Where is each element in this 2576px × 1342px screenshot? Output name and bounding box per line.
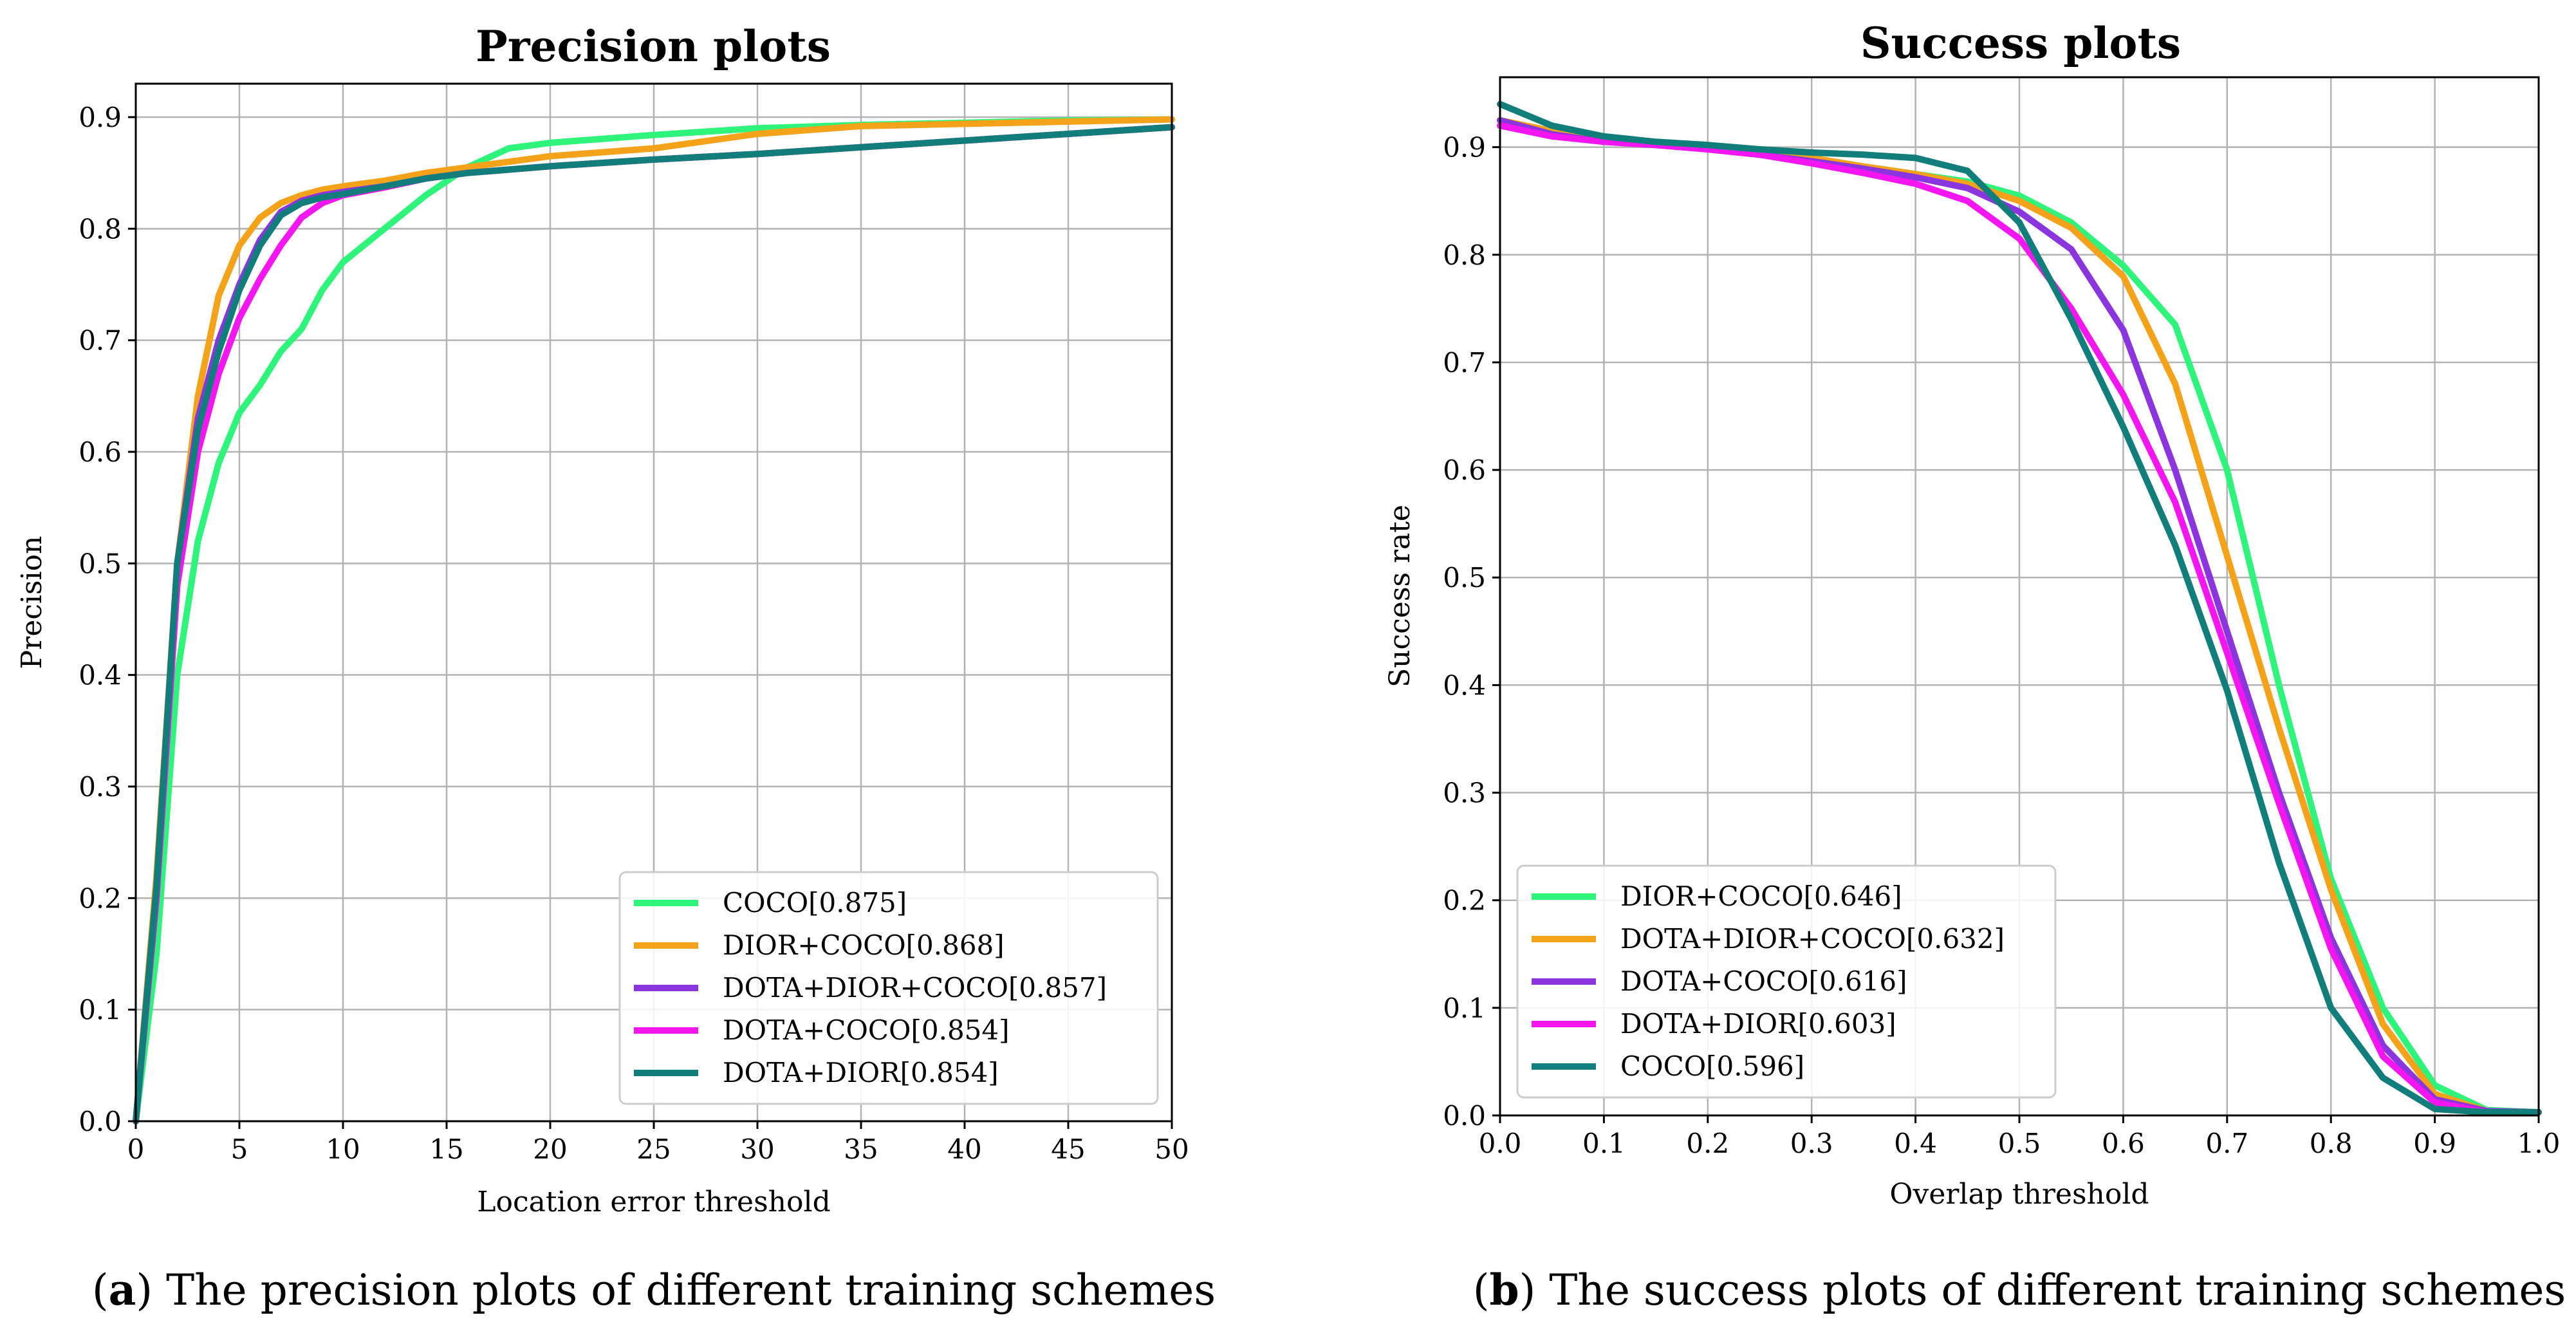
y-tick-label: 0.9	[1443, 132, 1486, 163]
series-line	[1497, 100, 2542, 1115]
y-tick-label: 0.7	[79, 325, 122, 357]
chart-title: Success plots	[1860, 18, 2181, 68]
x-tick-label: 15	[429, 1133, 463, 1165]
y-tick-label: 0.8	[79, 213, 122, 245]
x-tick-label: 0.5	[1998, 1128, 2041, 1159]
legend-label: COCO[0.596]	[1620, 1050, 1804, 1082]
legend-label: DOTA+DIOR[0.603]	[1620, 1008, 1896, 1039]
x-tick-label: 0.1	[1582, 1128, 1626, 1159]
series-line	[1497, 122, 2542, 1115]
x-tick-label: 10	[326, 1133, 360, 1165]
series-line	[133, 124, 1175, 1124]
y-tick-label: 0.5	[1443, 562, 1486, 593]
y-tick-label: 0.6	[1443, 454, 1486, 486]
x-tick-label: 0.8	[2310, 1128, 2353, 1159]
y-tick-label: 0.2	[79, 882, 122, 914]
y-tick-label: 0.0	[79, 1106, 122, 1137]
figure-caption: (b) The success plots of different train…	[1473, 1265, 2566, 1315]
legend-box	[1516, 864, 2057, 1099]
y-tick-label: 0.1	[1443, 993, 1486, 1024]
x-tick-label: 50	[1154, 1133, 1189, 1165]
legend-label: DOTA+DIOR+COCO[0.632]	[1620, 923, 2005, 955]
precision-chart: Precision plots 0 5 10 15 20 25 30 35 40 45 500.00…	[15, 21, 1216, 1315]
x-tick-label: 0.3	[1790, 1128, 1833, 1159]
tick-labels: 0 5 10 15 20 25 30 35 40 45 50 0.0 0.1 0.2 0.3 0.4 0.5 0.…	[79, 102, 1189, 1165]
caption-label: b	[1489, 1265, 1519, 1315]
x-tick-label: 0.4	[1894, 1128, 1937, 1159]
figure-caption: (a) The precision plots of different tra…	[92, 1265, 1216, 1315]
y-tick-label: 0.7	[1443, 347, 1486, 378]
success-chart: Success plots 0.0 0.1 0.2 0.3 0.4 0.5 0.6 0.7 0.…	[1384, 18, 2566, 1315]
x-tick-label: 5	[231, 1133, 248, 1165]
y-axis-label: Success rate	[1384, 505, 1416, 687]
y-tick-label: 0.3	[79, 771, 122, 803]
legend: COCO[0.875] DIOR+COCO[0.868] DOTA+DIOR+COC…	[618, 871, 1159, 1105]
y-tick-label: 0.4	[1443, 669, 1486, 701]
x-axis-label: Overlap threshold	[1889, 1178, 2149, 1211]
x-tick-label: 0	[127, 1133, 145, 1165]
legend-label: DOTA+COCO[0.616]	[1620, 965, 1907, 997]
y-axis-label: Precision	[15, 536, 48, 669]
chart-title: Precision plots	[476, 21, 831, 71]
x-tick-label: 25	[636, 1133, 671, 1165]
caption-text: The success plots of different training …	[1535, 1265, 2566, 1315]
series-lines	[1497, 100, 2542, 1115]
series-line	[133, 116, 1175, 1124]
legend-label: DIOR+COCO[0.646]	[1620, 881, 1902, 912]
y-tick-label: 0.0	[1443, 1100, 1486, 1132]
x-tick-label: 20	[533, 1133, 567, 1165]
x-tick-label: 0.9	[2413, 1128, 2456, 1159]
x-tick-label: 45	[1051, 1133, 1085, 1165]
caption-label: a	[109, 1265, 136, 1315]
x-tick-label: 0.6	[2102, 1128, 2145, 1159]
x-axis-label: Location error threshold	[477, 1186, 831, 1218]
y-tick-label: 0.1	[79, 994, 122, 1026]
series-lines	[133, 116, 1175, 1124]
tick-labels: 0.0 0.1 0.2 0.3 0.4 0.5 0.6 0.7 0.8 0.9 1.0 0.0 0.1 0…	[1443, 132, 2560, 1159]
y-tick-label: 0.4	[79, 660, 122, 691]
legend-label: DOTA+DIOR[0.854]	[723, 1057, 999, 1088]
y-tick-label: 0.8	[1443, 239, 1486, 271]
y-tick-label: 0.9	[79, 102, 122, 133]
legend-label: COCO[0.875]	[723, 887, 907, 918]
y-tick-label: 0.6	[79, 436, 122, 468]
x-tick-label: 1.0	[2517, 1128, 2561, 1159]
legend: DIOR+COCO[0.646] DOTA+DIOR+COCO[0.632] DOT…	[1516, 864, 2057, 1099]
x-tick-label: 35	[844, 1133, 878, 1165]
legend-label: DOTA+DIOR+COCO[0.857]	[723, 972, 1107, 1003]
x-tick-label: 40	[947, 1133, 981, 1165]
legend-label: DOTA+COCO[0.854]	[723, 1014, 1010, 1046]
y-tick-label: 0.5	[79, 548, 122, 579]
x-tick-label: 0.2	[1686, 1128, 1729, 1159]
x-tick-label: 0.7	[2205, 1128, 2248, 1159]
series-line	[133, 116, 1175, 1124]
x-tick-label: 0.0	[1479, 1128, 1522, 1159]
y-tick-label: 0.3	[1443, 778, 1486, 809]
caption-text: The precision plots of different trainin…	[153, 1265, 1216, 1315]
x-tick-label: 30	[740, 1133, 774, 1165]
legend-box	[618, 871, 1159, 1105]
legend-label: DIOR+COCO[0.868]	[723, 929, 1005, 961]
y-tick-label: 0.2	[1443, 885, 1486, 917]
